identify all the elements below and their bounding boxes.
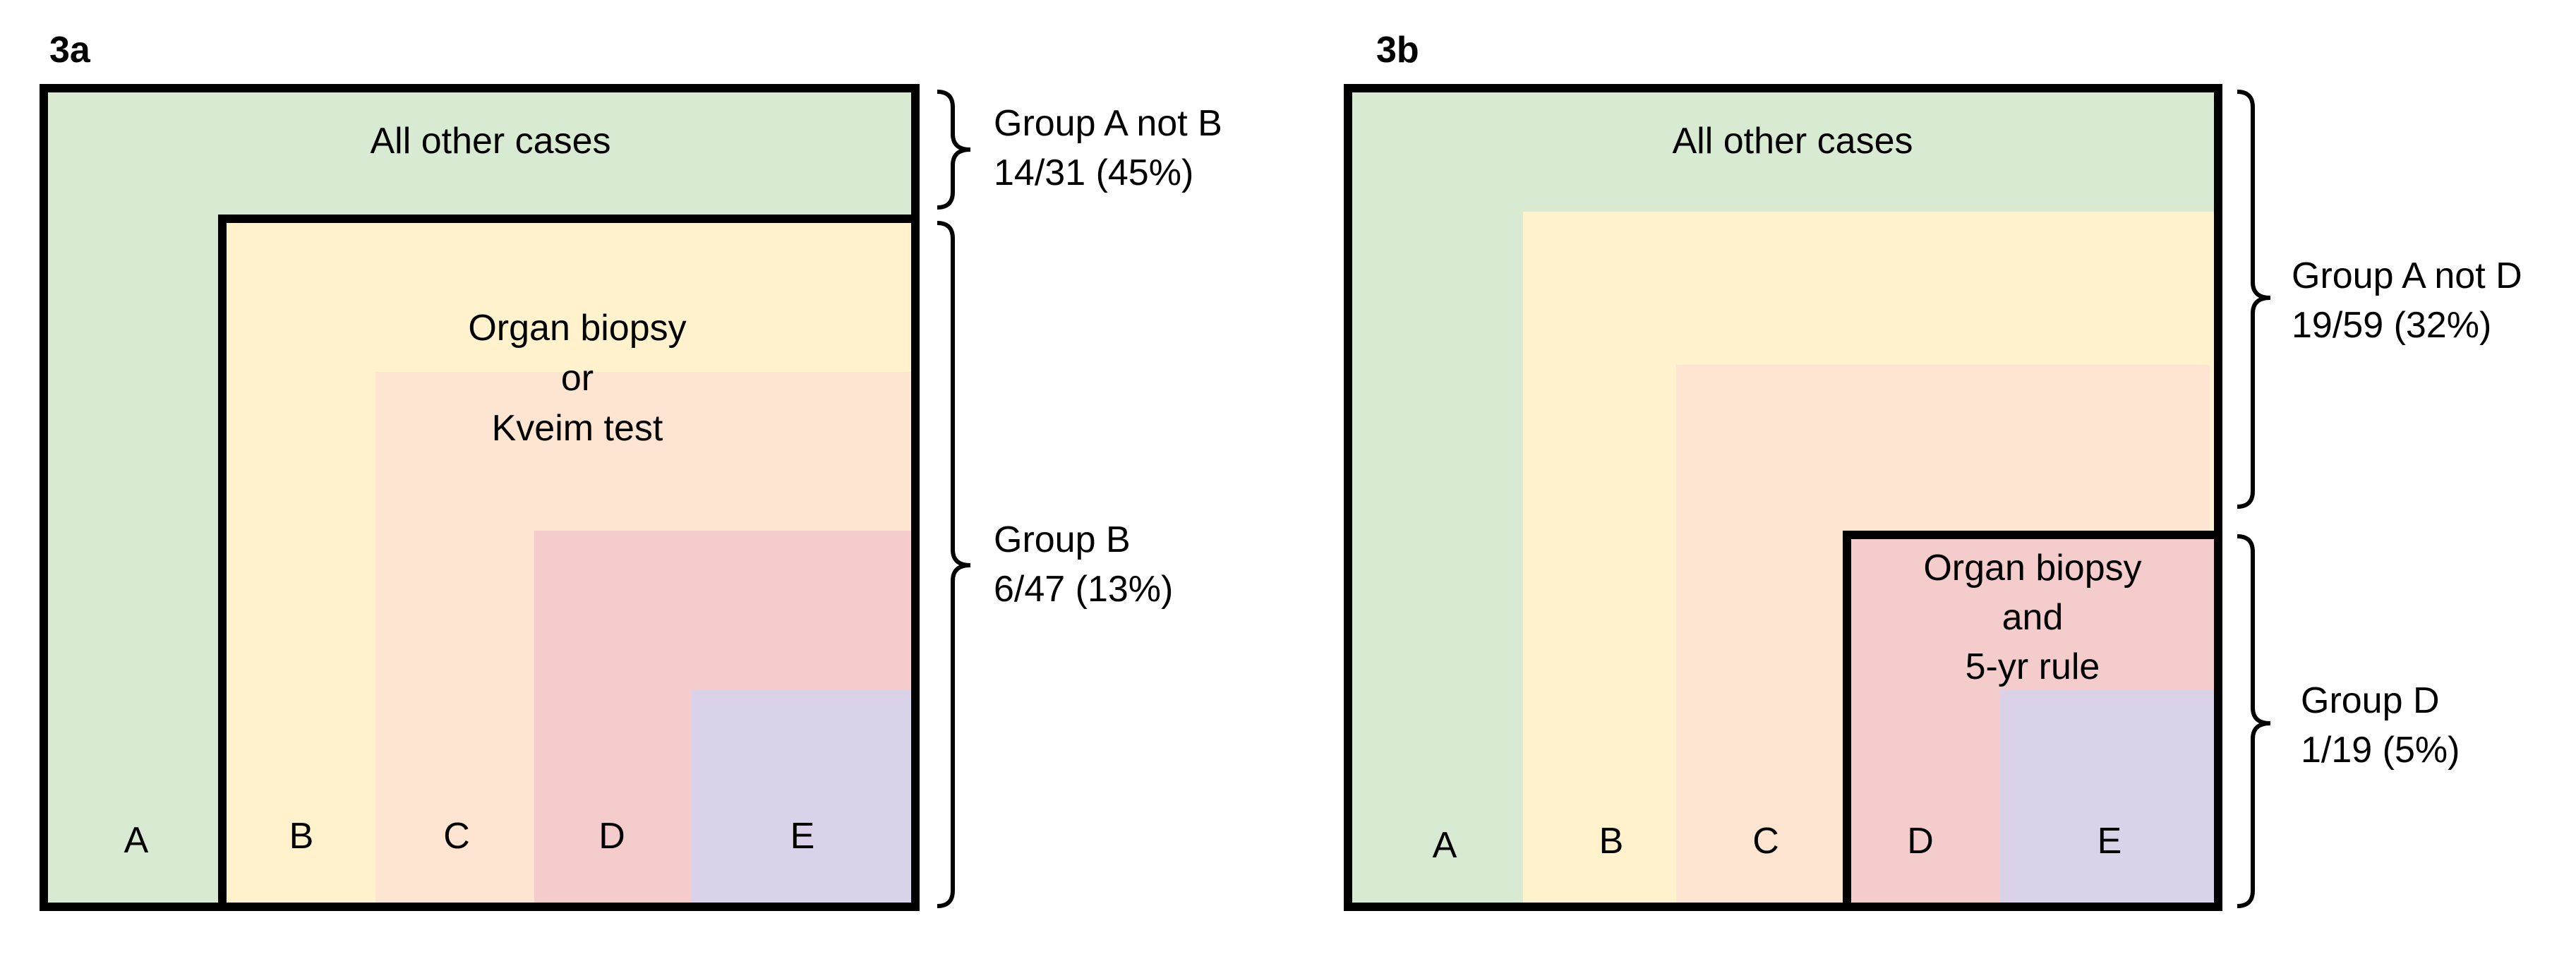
letter-b: B <box>289 816 314 857</box>
brace-bottom <box>937 221 971 908</box>
letter-a: A <box>124 820 149 861</box>
brace-top-line-1: Group A not B <box>994 103 1222 144</box>
outer-border <box>1344 84 2222 911</box>
brace-bottom-line-1: Group D <box>2301 680 2440 721</box>
outer-label: All other cases <box>1672 121 1913 162</box>
brace-top-line-2: 19/59 (32%) <box>2292 305 2491 346</box>
inner-label-line-3: Kveim test <box>492 408 663 449</box>
letter-d: D <box>1907 821 1934 862</box>
letter-e: E <box>2097 821 2122 862</box>
brace-bottom-line-1: Group B <box>994 519 1131 560</box>
group-b-border <box>218 215 920 911</box>
inner-label-line-1: Organ biopsy <box>468 308 686 349</box>
inner-label-line-1: Organ biopsy <box>1923 548 2141 589</box>
inner-label-line-2: or <box>561 358 594 399</box>
outer-label: All other cases <box>370 121 610 162</box>
brace-top <box>937 90 971 210</box>
brace-bottom-line-2: 6/47 (13%) <box>994 569 1173 610</box>
panel-3a-title: 3a <box>49 30 91 71</box>
region-e <box>2000 690 2218 907</box>
letter-c: C <box>1752 821 1779 862</box>
brace-top <box>2237 90 2271 509</box>
letter-a: A <box>1433 825 1457 866</box>
brace-top-line-2: 14/31 (45%) <box>994 152 1193 193</box>
brace-bottom-line-2: 1/19 (5%) <box>2301 730 2460 771</box>
inner-label-line-2: and <box>2002 597 2064 638</box>
letter-c: C <box>443 816 470 857</box>
brace-top-line-1: Group A not D <box>2292 255 2522 296</box>
brace-bottom <box>2237 534 2271 908</box>
letter-e: E <box>790 816 815 857</box>
panel-3a: 3a All other cases Organ biopsy or Kveim… <box>40 30 1222 911</box>
panel-3b-title: 3b <box>1376 30 1419 71</box>
group-d-border <box>1843 531 2222 911</box>
region-e <box>692 690 915 907</box>
panel-3b: 3b All other cases Organ biopsy and 5-yr… <box>1344 30 2522 911</box>
letter-b: B <box>1599 821 1624 862</box>
inner-label-line-3: 5-yr rule <box>1966 646 2100 687</box>
letter-d: D <box>598 816 625 857</box>
